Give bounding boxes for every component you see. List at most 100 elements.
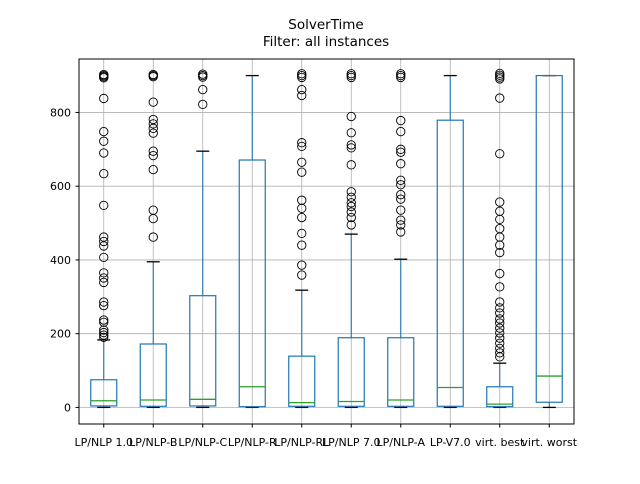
outlier-point	[495, 197, 505, 207]
outlier-point	[198, 99, 208, 109]
outlier-point	[495, 240, 505, 250]
outlier-point	[495, 338, 505, 348]
boxplot-group	[436, 74, 464, 409]
boxplot-group	[238, 74, 266, 409]
outlier-point	[297, 84, 307, 95]
outlier-point	[99, 73, 109, 83]
outlier-point	[346, 220, 356, 230]
box	[90, 379, 118, 407]
outlier-point	[495, 93, 505, 103]
x-axis-tick-label: LP/NLP-C	[178, 436, 227, 449]
outlier-point	[396, 115, 406, 126]
outlier-point	[495, 308, 505, 318]
boxplot-group	[486, 68, 514, 409]
boxplot-group	[189, 69, 217, 409]
outlier-point	[198, 72, 208, 82]
x-axis-tick-label: LP/NLP-A	[377, 436, 426, 449]
outlier-point	[148, 128, 158, 138]
outlier-point	[148, 119, 158, 129]
outlier-point	[297, 203, 307, 213]
outlier-point	[297, 167, 307, 177]
outlier-point	[148, 232, 158, 242]
outlier-point	[99, 148, 109, 158]
outlier-point	[346, 192, 356, 202]
outlier-point	[495, 149, 505, 159]
y-axis-tick-label: 200	[50, 328, 71, 341]
outlier-point	[148, 97, 158, 107]
outlier-point	[346, 128, 356, 138]
outlier-point	[99, 126, 109, 137]
outlier-point	[297, 157, 307, 167]
chart-subtitle: Filter: all instances	[263, 34, 389, 50]
y-axis-tick-label: 0	[64, 401, 71, 414]
outlier-point	[346, 72, 356, 83]
outlier-point	[99, 200, 109, 211]
boxplot-group	[387, 69, 415, 409]
outlier-point	[495, 297, 505, 307]
outlier-point	[297, 141, 307, 152]
outlier-point	[346, 111, 356, 122]
box	[535, 74, 563, 403]
outlier-point	[346, 201, 356, 212]
outlier-point	[297, 138, 307, 148]
outlier-point	[396, 144, 406, 154]
outlier-point	[148, 213, 158, 224]
outlier-point	[346, 198, 356, 208]
outlier-point	[495, 333, 505, 343]
x-axis-tick-label: virt. best	[475, 436, 525, 449]
y-axis-tick-label: 600	[50, 180, 71, 193]
outlier-point	[148, 150, 158, 161]
box	[238, 159, 266, 408]
outlier-point	[346, 160, 356, 170]
outlier-point	[297, 90, 307, 101]
outlier-point	[297, 270, 307, 280]
outlier-point	[495, 247, 505, 258]
x-axis-tick-label: LP/NLP-B	[129, 436, 177, 449]
x-axis-tick-label: virt. worst	[521, 436, 577, 449]
outlier-point	[99, 169, 109, 179]
x-axis-tick-label: LP/NLP 7.0	[322, 436, 380, 449]
outlier-point	[148, 164, 158, 175]
outlier-point	[99, 252, 109, 263]
outlier-point	[495, 268, 505, 279]
outlier-point	[495, 348, 505, 358]
x-axis-tick-label: LP/NLP-RL	[274, 436, 330, 449]
box	[139, 343, 167, 407]
box	[288, 355, 316, 407]
outlier-point	[148, 146, 158, 156]
boxplot-group	[139, 69, 167, 409]
x-axis-tick-label: LP-V7.0	[430, 436, 471, 449]
outlier-point	[99, 236, 109, 247]
outlier-point	[396, 220, 406, 230]
outlier-point	[198, 84, 208, 95]
outlier-point	[495, 323, 505, 333]
outlier-point	[99, 315, 109, 325]
boxplots-layer	[90, 68, 563, 409]
outlier-point	[297, 72, 307, 83]
chart-title: SolverTime	[288, 17, 363, 33]
outlier-point	[99, 241, 109, 251]
outlier-point	[99, 136, 109, 146]
outlier-point	[495, 318, 505, 328]
boxplot-group	[288, 69, 316, 409]
outlier-point	[396, 175, 406, 185]
outlier-point	[396, 180, 406, 190]
outlier-point	[396, 215, 406, 225]
outlier-point	[346, 187, 356, 197]
outlier-point	[346, 212, 356, 223]
outlier-point	[396, 194, 406, 204]
box	[486, 386, 514, 408]
y-axis-tick-label: 400	[50, 254, 71, 267]
outlier-point	[396, 205, 406, 215]
outlier-point	[99, 330, 109, 340]
x-axis-tick-label: LP/NLP 1.0	[75, 436, 133, 449]
outlier-point	[99, 297, 109, 307]
outlier-point	[495, 214, 505, 225]
outlier-point	[297, 240, 307, 250]
outlier-point	[495, 328, 505, 338]
outlier-point	[297, 260, 307, 270]
outlier-point	[396, 190, 406, 200]
